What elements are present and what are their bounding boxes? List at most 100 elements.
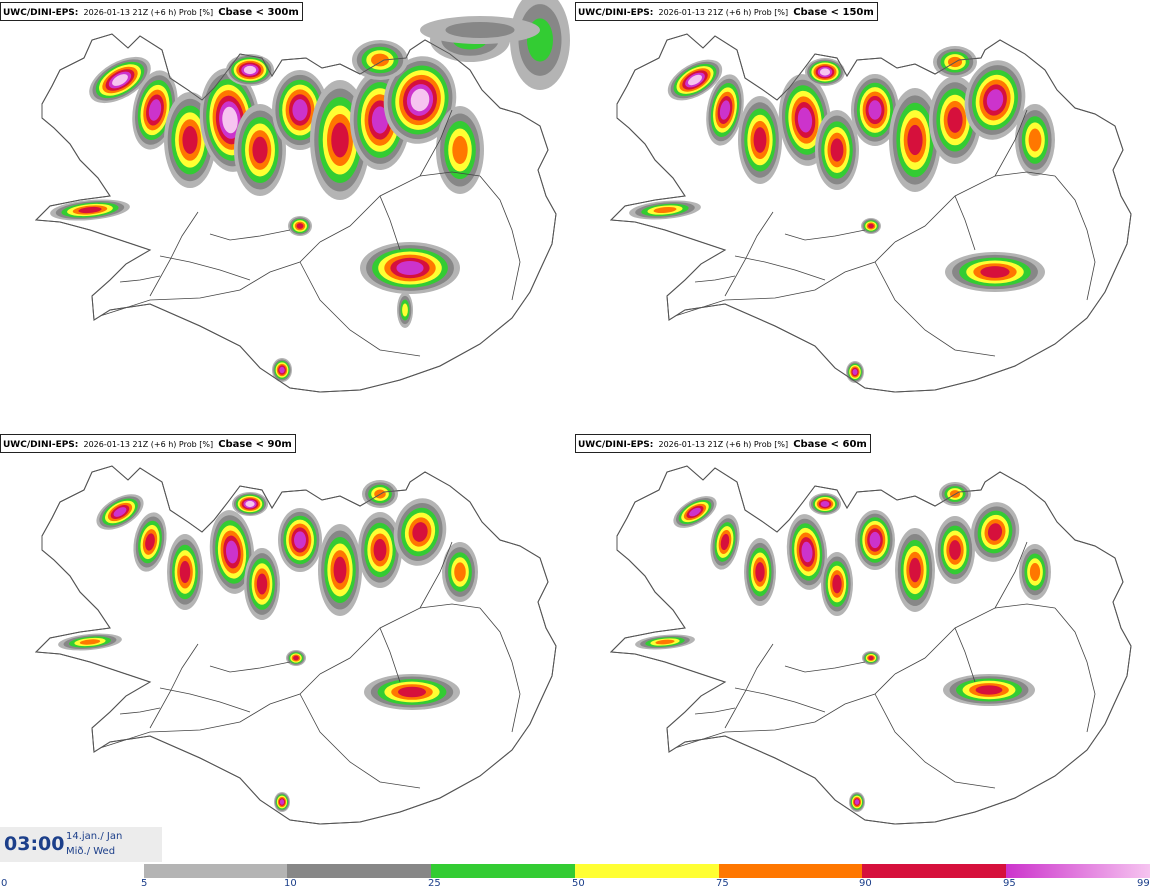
road-line xyxy=(874,261,996,357)
prob-contour xyxy=(832,574,842,594)
prob-contour xyxy=(371,53,389,67)
prob-contour xyxy=(980,266,1010,278)
legend-tick-label: 95 xyxy=(1003,878,1016,889)
road-line xyxy=(119,707,161,715)
run-info: 2026-01-13 21Z (+6 h) Prob [%] xyxy=(658,8,789,17)
run-info: 2026-01-13 21Z (+6 h) Prob [%] xyxy=(658,440,789,449)
prob-contour xyxy=(279,799,285,805)
road-line xyxy=(209,229,291,241)
prob-contour xyxy=(292,99,308,121)
prob-contour xyxy=(986,89,1004,111)
prob-contour xyxy=(245,500,255,508)
legend-swatch xyxy=(575,864,719,878)
prob-contour xyxy=(949,540,961,560)
prob-contour xyxy=(753,127,767,153)
iceland-map xyxy=(34,0,570,393)
road-line xyxy=(299,693,421,789)
road-line xyxy=(734,255,826,281)
road-line xyxy=(894,171,1056,243)
prob-contour xyxy=(279,366,285,374)
road-line xyxy=(1054,607,1096,733)
legend-tick-label: 99 xyxy=(1137,878,1150,889)
road-line xyxy=(319,603,481,675)
legend-tick-label: 0 xyxy=(1,878,8,889)
prob-contour xyxy=(293,655,299,661)
prob-contour xyxy=(410,88,430,112)
variable-label: Cbase < 150m xyxy=(793,7,874,18)
iceland-map xyxy=(34,465,557,825)
prob-contour xyxy=(689,507,701,517)
legend-swatch xyxy=(287,864,431,878)
coastline-overlay xyxy=(34,33,557,393)
coastline-overlay xyxy=(609,465,1132,825)
legend-swatch xyxy=(144,864,287,878)
panel-title: UWC/DINI-EPS: 2026-01-13 21Z (+6 h) Prob… xyxy=(0,434,296,453)
probability-field xyxy=(629,46,1055,383)
road-line xyxy=(319,171,481,243)
legend-swatch xyxy=(862,864,1006,878)
valid-weekday: Mið./ Wed xyxy=(66,846,116,857)
prob-contour xyxy=(820,501,830,507)
legend-tick-label: 25 xyxy=(428,878,441,889)
road-line xyxy=(209,661,291,673)
road-line xyxy=(379,627,401,683)
color-legend: 0 5 10 25 50 75 90 95 99 xyxy=(0,862,1150,891)
road-line xyxy=(1054,175,1096,301)
legend-tick-label: 5 xyxy=(141,878,148,889)
prob-contour xyxy=(78,206,102,214)
road-line xyxy=(994,541,1028,609)
prob-contour xyxy=(755,562,765,582)
model-name: UWC/DINI-EPS xyxy=(578,8,650,18)
prob-contour xyxy=(373,538,387,562)
model-name: UWC/DINI-EPS xyxy=(3,8,75,18)
road-line xyxy=(149,643,199,729)
coastline-overlay xyxy=(34,465,557,825)
road-line xyxy=(159,255,251,281)
prob-contour xyxy=(720,533,730,551)
prob-contour xyxy=(1029,563,1041,581)
prob-contour xyxy=(797,107,813,133)
panel-title: UWC/DINI-EPS: 2026-01-13 21Z (+6 h) Prob… xyxy=(575,2,878,21)
prob-contour xyxy=(402,303,408,317)
map-panel-cbase-60m: UWC/DINI-EPS: 2026-01-13 21Z (+6 h) Prob… xyxy=(575,432,1150,862)
road-line xyxy=(119,275,161,283)
road-line xyxy=(479,175,521,301)
valid-date: 14.jan./ Jan xyxy=(66,831,123,842)
road-line xyxy=(419,541,453,609)
prob-contour xyxy=(179,560,191,584)
legend-tick-label: 50 xyxy=(572,878,585,889)
panel-title: UWC/DINI-EPS: 2026-01-13 21Z (+6 h) Prob… xyxy=(575,434,871,453)
prob-contour xyxy=(830,138,844,162)
run-info: 2026-01-13 21Z (+6 h) Prob [%] xyxy=(83,8,214,17)
prob-contour xyxy=(909,557,921,583)
map-panel-cbase-90m: UWC/DINI-EPS: 2026-01-13 21Z (+6 h) Prob… xyxy=(0,432,575,862)
valid-time-box: 03:00 14.jan./ Jan Mið./ Wed xyxy=(0,827,162,863)
prob-contour xyxy=(868,100,882,120)
road-line xyxy=(149,211,199,297)
legend-swatch xyxy=(1006,864,1150,878)
iceland-map xyxy=(609,33,1132,393)
road-line xyxy=(874,693,996,789)
prob-contour xyxy=(182,126,198,154)
prob-contour xyxy=(371,106,389,134)
prob-contour xyxy=(688,74,702,86)
variable-label: Cbase < 90m xyxy=(218,439,292,450)
legend-tick-label: 75 xyxy=(716,878,729,889)
prob-contour xyxy=(145,533,155,551)
run-info: 2026-01-13 21Z (+6 h) Prob [%] xyxy=(83,440,214,449)
road-line xyxy=(894,603,1056,675)
road-line xyxy=(784,229,866,241)
prob-contour xyxy=(907,124,923,156)
model-name: UWC/DINI-EPS xyxy=(578,440,650,450)
prob-contour xyxy=(801,541,813,563)
prob-contour xyxy=(868,223,874,229)
prob-contour xyxy=(869,531,881,549)
prob-contour xyxy=(454,562,466,582)
legend-swatch xyxy=(431,864,575,878)
probability-field xyxy=(50,0,570,382)
prob-contour xyxy=(243,65,257,75)
prob-contour xyxy=(113,507,127,517)
road-line xyxy=(379,195,401,251)
prob-contour xyxy=(398,686,426,698)
prob-contour xyxy=(854,799,860,805)
